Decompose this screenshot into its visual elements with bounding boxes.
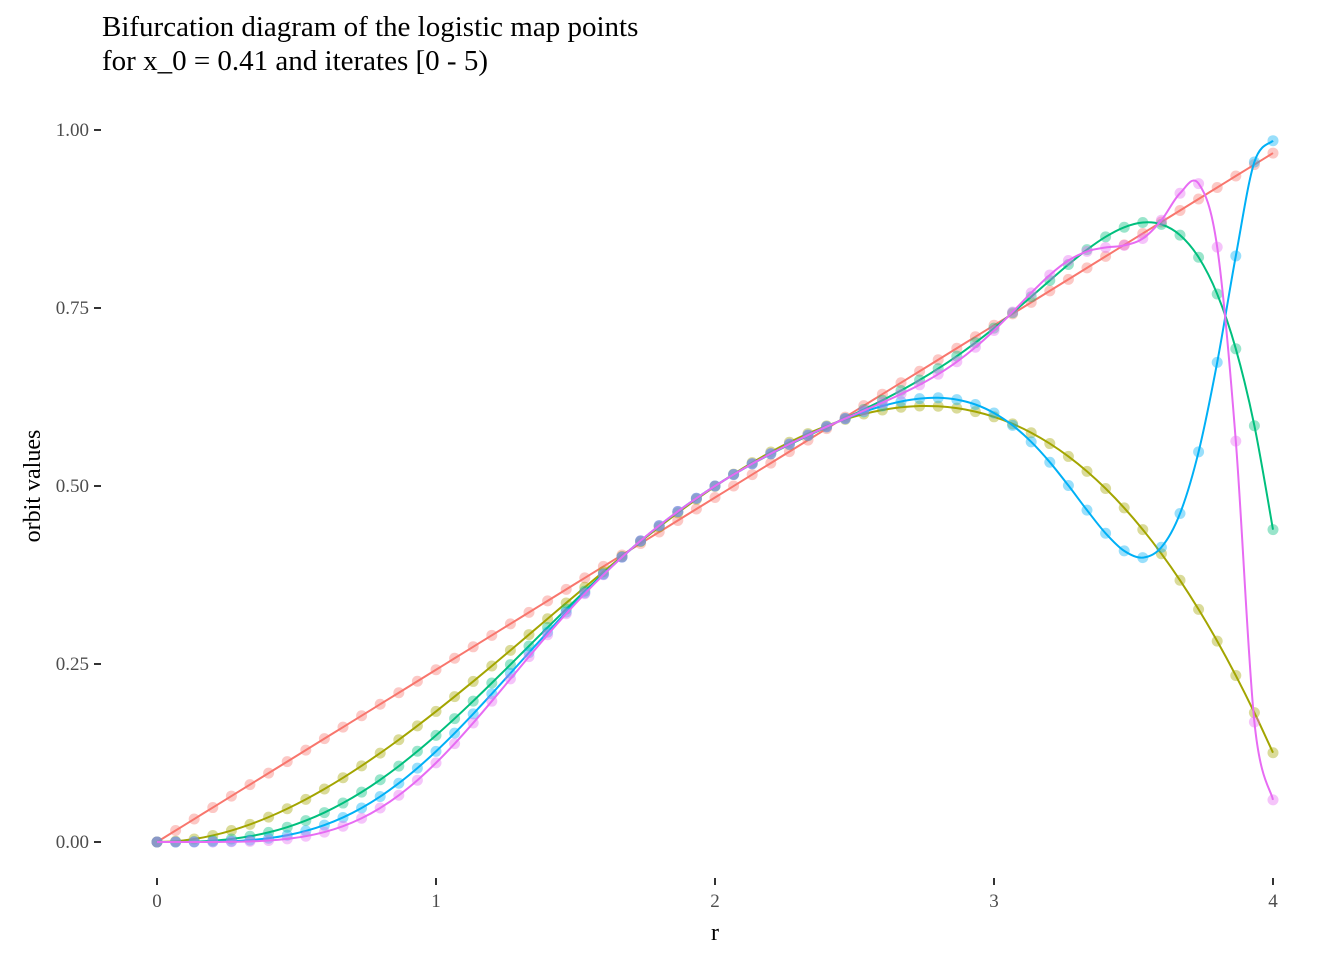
chart-subtitle: for x_0 = 0.41 and iterates [0 - 5) bbox=[102, 45, 488, 77]
y-tick-label: 1.00 bbox=[56, 120, 89, 141]
x-tick-label: 0 bbox=[152, 891, 162, 912]
data-point bbox=[1267, 147, 1279, 159]
series-layer bbox=[151, 135, 1279, 848]
x-tick-label: 3 bbox=[989, 891, 999, 912]
data-point bbox=[1267, 747, 1279, 759]
x-axis-title: r bbox=[711, 920, 719, 946]
x-tick-label: 2 bbox=[710, 891, 720, 912]
y-tick-label: 0.25 bbox=[56, 654, 89, 675]
series-line bbox=[156, 152, 1274, 843]
y-tick-label: 0.50 bbox=[56, 476, 89, 497]
series-iterate-4 bbox=[151, 178, 1279, 848]
data-point bbox=[1267, 524, 1279, 536]
series-iterate-1 bbox=[151, 400, 1279, 848]
y-tick-label: 0.75 bbox=[56, 298, 89, 319]
x-tick-label: 4 bbox=[1268, 891, 1278, 912]
series-iterate-0 bbox=[151, 147, 1279, 848]
y-axis: 0.00 0.25 0.50 0.75 1.00 bbox=[56, 120, 101, 853]
chart-title: Bifurcation diagram of the logistic map … bbox=[102, 11, 639, 43]
series-line bbox=[156, 404, 1274, 843]
x-axis: 0 1 2 3 4 bbox=[152, 878, 1278, 912]
y-tick-label: 0.00 bbox=[56, 832, 89, 853]
x-tick-label: 1 bbox=[431, 891, 441, 912]
series-line bbox=[156, 179, 1274, 843]
y-axis-title: orbit values bbox=[20, 430, 46, 543]
